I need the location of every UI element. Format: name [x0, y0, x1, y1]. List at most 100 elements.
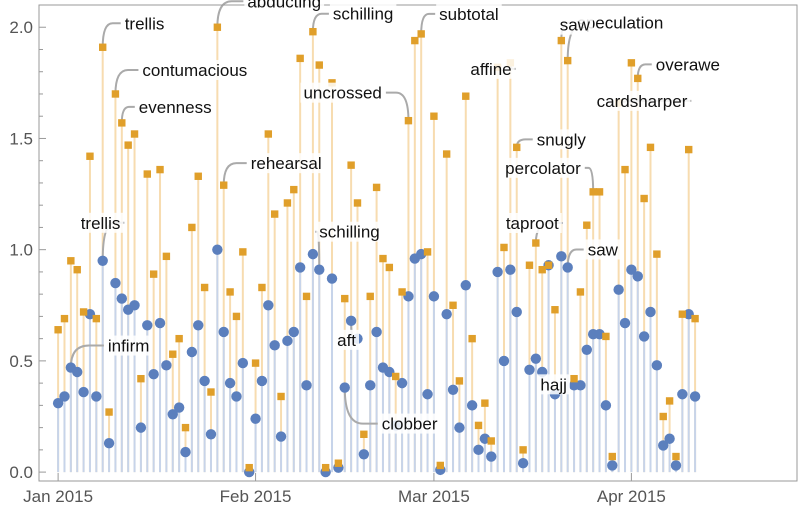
annotation-label: trellis — [125, 14, 165, 33]
point-circle — [186, 346, 198, 358]
point-square — [557, 36, 566, 45]
point-square — [296, 54, 304, 63]
point-square — [462, 92, 470, 100]
point-circle — [505, 264, 516, 275]
point-square — [321, 463, 330, 472]
point-square — [538, 265, 546, 274]
callout-line — [584, 166, 595, 192]
point-circle — [301, 380, 312, 391]
callout-line — [114, 68, 139, 94]
point-circle — [371, 326, 382, 338]
point-square — [672, 452, 680, 461]
point-circle — [415, 248, 427, 260]
point-square — [411, 36, 419, 45]
annotation-label-bg — [329, 3, 397, 24]
point-circle — [486, 451, 497, 462]
annotation-label-bg — [533, 129, 589, 150]
point-square — [659, 412, 667, 421]
point-circle — [84, 308, 96, 320]
annotation-label: abducting — [247, 0, 321, 11]
point-circle — [294, 262, 306, 273]
point-circle — [97, 255, 108, 266]
point-square — [423, 248, 432, 256]
annotation-labels: trellis abducting schilling subtotal affine s… — [77, 0, 724, 434]
point-circle — [339, 382, 350, 393]
point-circle — [638, 331, 650, 342]
y-tick-label: 0.5 — [9, 352, 33, 371]
axis-ticks: 0.0 0.5 1.0 1.5 2.0 Jan 2015 Feb 2015 Mar 2015 A… — [9, 18, 666, 506]
point-square — [532, 239, 540, 247]
point-square — [404, 116, 413, 125]
callout-line — [420, 12, 436, 34]
annotation-label-bg — [537, 374, 570, 395]
point-circle — [314, 264, 325, 275]
point-square — [563, 56, 572, 65]
point-circle — [78, 386, 89, 398]
point-square — [156, 165, 164, 174]
y-tick-label: 1.0 — [9, 241, 33, 260]
annotation-label: saw — [560, 16, 591, 35]
point-circle — [218, 326, 229, 338]
point-circle — [116, 293, 128, 304]
annotation-label: overawe — [656, 55, 720, 74]
point-square — [60, 314, 69, 323]
annotation-label-bg — [652, 54, 724, 75]
point-square — [436, 461, 444, 470]
point-square — [200, 283, 209, 292]
data-markers — [52, 23, 701, 478]
point-square — [118, 119, 126, 127]
point-square — [258, 283, 266, 292]
point-square — [251, 359, 260, 367]
annotation-label-bg — [584, 239, 621, 260]
annotation-label: affine — [470, 60, 511, 79]
point-circle — [307, 248, 319, 260]
point-circle — [72, 366, 83, 378]
point-circle — [517, 458, 529, 469]
point-square — [302, 292, 311, 301]
point-square — [372, 183, 381, 192]
point-circle — [135, 422, 147, 433]
point-square — [627, 59, 636, 67]
point-circle — [454, 422, 465, 433]
point-square — [398, 288, 406, 296]
annotation-label: contumacious — [142, 61, 247, 80]
annotation-label-bg — [244, 0, 325, 12]
point-circle — [658, 440, 669, 451]
annotation-label-bg — [593, 90, 691, 111]
point-square — [430, 112, 438, 120]
point-square — [576, 288, 585, 296]
callout-line — [222, 162, 247, 186]
point-square — [111, 90, 120, 98]
point-square — [264, 130, 273, 138]
point-circle — [530, 353, 542, 364]
point-square — [347, 161, 355, 169]
annotation-label: schilling — [319, 223, 379, 242]
x-tick-label: Feb 2015 — [220, 487, 292, 506]
point-circle — [607, 460, 618, 471]
point-square — [245, 463, 253, 472]
point-square — [608, 452, 616, 461]
point-circle — [231, 391, 242, 402]
annotation-label: evenness — [139, 98, 212, 117]
callout-line — [385, 91, 410, 121]
point-circle — [384, 366, 395, 378]
callout-line — [101, 22, 121, 48]
point-circle — [645, 306, 656, 318]
point-circle — [422, 389, 433, 400]
point-square — [385, 263, 394, 272]
point-square — [270, 210, 279, 218]
point-square — [474, 421, 483, 430]
point-square — [442, 150, 451, 158]
point-square — [290, 185, 298, 194]
point-circle — [161, 360, 172, 371]
callout-line — [343, 387, 378, 425]
point-square — [640, 194, 648, 203]
point-square — [188, 223, 196, 232]
point-square — [162, 252, 171, 261]
point-circle — [345, 315, 357, 327]
point-square — [67, 257, 75, 265]
point-square — [646, 143, 655, 152]
point-circle — [199, 375, 210, 387]
point-circle — [441, 308, 452, 320]
